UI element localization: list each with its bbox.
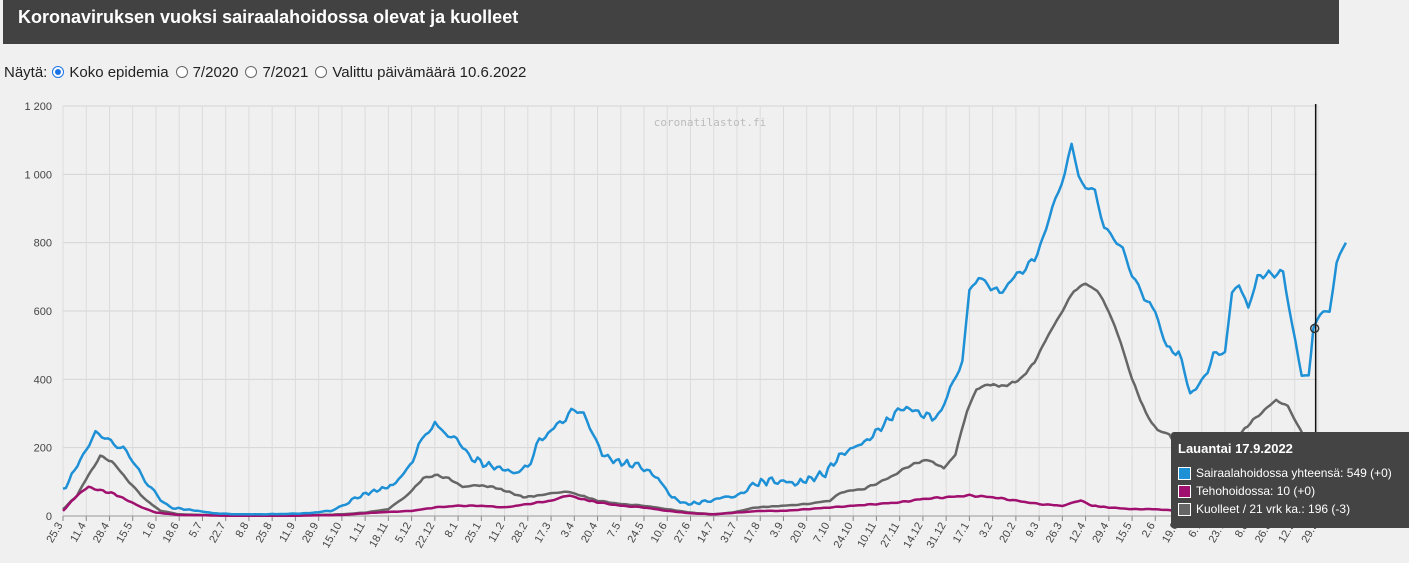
x-tick-label: 20.2	[997, 521, 1018, 546]
x-tick-label: 5.12	[393, 521, 414, 546]
tooltip-row-deaths: Kuolleet / 21 vrk ka.: 196 (-3)	[1178, 500, 1401, 518]
y-tick-label: 400	[34, 374, 52, 386]
x-tick-label: 15.5	[114, 521, 135, 546]
y-tick-label: 800	[34, 238, 52, 250]
x-tick-label: 25.1	[463, 521, 484, 546]
x-tick-label: 9.3	[1024, 521, 1042, 540]
series-line-2	[62, 282, 1317, 517]
radio-selected-date[interactable]: Valittu päivämäärä 10.6.2022	[315, 64, 526, 81]
radio-label: 7/2020	[192, 63, 239, 81]
x-tick-label: 25.8	[254, 521, 275, 546]
view-selector: Näytä: Koko epidemia 7/2020 7/2021 Valit…	[4, 62, 533, 82]
y-tick-label: 1 000	[24, 169, 52, 181]
series-line-1	[62, 485, 1346, 517]
y-tick-label: 0	[46, 511, 52, 523]
y-tick-label: 1 200	[24, 101, 52, 113]
x-tick-label: 3.9	[768, 521, 786, 540]
hover-point	[1309, 323, 1320, 334]
x-tick-label: 1.11	[347, 521, 368, 545]
tooltip-row-hospital: Sairaalahoidossa yhteensä: 549 (+0)	[1178, 464, 1401, 482]
x-tick-label: 27.11	[879, 521, 903, 550]
x-tick-label: 26.3	[1044, 521, 1065, 546]
radio-button[interactable]	[175, 66, 188, 78]
x-tick-label: 3.4	[559, 521, 577, 540]
x-tick-label: 28.2	[509, 521, 530, 546]
series-line-0	[62, 142, 1348, 516]
x-tick-label: 17.1	[951, 521, 972, 546]
series-lines	[62, 142, 1348, 517]
x-tick-label: 20.9	[788, 521, 809, 546]
x-tick-label: 20.4	[579, 521, 600, 546]
x-tick-label: 10.11	[855, 521, 879, 550]
watermark: coronatilastot.fi	[654, 116, 767, 129]
tooltip-row-icu: Tehohoidossa: 10 (+0)	[1178, 482, 1401, 500]
page-title: Koronaviruksen vuoksi sairaalahoidossa o…	[18, 7, 519, 27]
tooltip-date: Lauantai 17.9.2022	[1178, 441, 1293, 456]
radio-7-2021[interactable]: 7/2021	[245, 64, 308, 81]
x-tick-label: 22.7	[207, 521, 228, 546]
x-tick-label: 14.12	[901, 521, 925, 551]
radio-button[interactable]	[315, 66, 328, 78]
y-tick-label: 600	[34, 306, 52, 318]
x-tick-label: 11.4	[68, 521, 89, 545]
radio-label: Koko epidemia	[69, 63, 169, 81]
x-tick-label: 5.7	[187, 521, 205, 540]
tooltip: Lauantai 17.9.2022 Sairaalahoidossa yhte…	[1171, 432, 1409, 528]
x-tick-label: 8.8	[233, 521, 251, 540]
radio-button[interactable]	[245, 66, 258, 78]
x-tick-label: 11.2	[486, 521, 507, 545]
x-tick-label: 15.10	[320, 521, 344, 551]
x-tick-label: 7.10	[811, 521, 832, 546]
x-tick-label: 17.3	[533, 521, 554, 546]
x-tick-label: 31.7	[718, 521, 739, 546]
radio-whole-epidemic[interactable]: Koko epidemia	[52, 63, 169, 81]
x-tick-label: 25.3	[44, 521, 65, 546]
title-bar: Koronaviruksen vuoksi sairaalahoidossa o…	[3, 0, 1339, 44]
x-tick-label: 27.6	[672, 521, 693, 546]
tooltip-text: Sairaalahoidossa yhteensä: 549 (+0)	[1196, 466, 1392, 480]
x-tick-label: 2.6	[1140, 521, 1158, 540]
x-tick-label: 3.2	[977, 521, 995, 540]
radio-label: Valittu päivämäärä 10.6.2022	[332, 63, 527, 81]
x-tick-label: 18.6	[161, 521, 182, 546]
x-tick-label: 14.7	[695, 521, 716, 546]
legend-swatch	[1178, 484, 1191, 498]
x-tick-label: 15.5	[1114, 521, 1135, 546]
x-tick-label: 8.1	[443, 521, 461, 540]
x-tick-label: 10.6	[649, 521, 670, 546]
x-tick-label: 17.8	[742, 521, 763, 546]
x-tick-label: 11.9	[277, 521, 298, 545]
x-axis: 25.3 11.4 28.4 15.5 1.6 18.6 5.7 22.7 8.8 25.8 11.…	[44, 515, 1321, 551]
radio-label: 7/2021	[262, 63, 309, 81]
x-tick-label: 29.4	[1090, 521, 1111, 546]
x-tick-label: 12.4	[1067, 521, 1088, 546]
tooltip-text: Tehohoidossa: 10 (+0)	[1196, 484, 1316, 498]
x-tick-label: 28.4	[91, 521, 112, 546]
view-selector-label: Näytä:	[4, 63, 48, 81]
x-tick-label: 7.5	[605, 521, 623, 540]
x-tick-label: 18.11	[367, 521, 391, 550]
legend-swatch	[1178, 502, 1191, 516]
y-tick-label: 200	[34, 443, 52, 455]
x-tick-label: 24.10	[832, 521, 856, 551]
y-axis: 0 200 400 600 800 1 000 1 200	[24, 101, 52, 523]
tooltip-text: Kuolleet / 21 vrk ka.: 196 (-3)	[1196, 502, 1351, 516]
x-tick-label: 1.6	[141, 521, 159, 540]
x-tick-label: 22.12	[413, 521, 437, 551]
grid	[62, 105, 1319, 517]
x-tick-label: 28.9	[300, 521, 321, 546]
x-tick-label: 31.12	[925, 521, 949, 551]
x-tick-label: 24.5	[626, 521, 647, 546]
legend-swatch	[1178, 466, 1191, 480]
radio-7-2020[interactable]: 7/2020	[175, 63, 239, 81]
radio-button[interactable]	[52, 66, 65, 78]
